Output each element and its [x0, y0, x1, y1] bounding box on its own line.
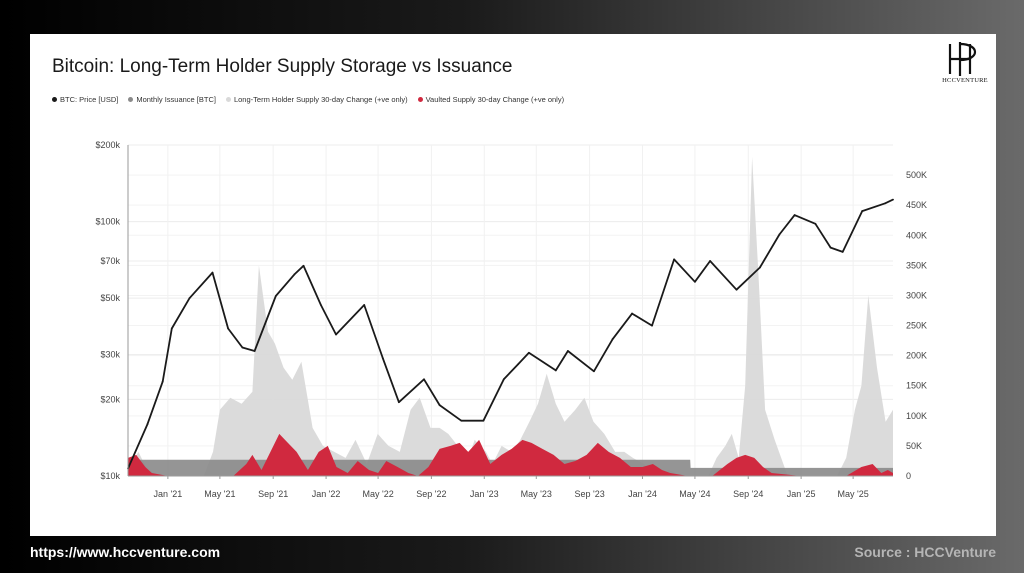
- logo-text: HCCVENTURE: [942, 77, 988, 84]
- price-point: [709, 260, 711, 262]
- price-point: [423, 378, 425, 381]
- legend-swatch: [128, 97, 134, 102]
- legend-item[interactable]: Vaulted Supply 30-day Change (+ve only): [417, 95, 565, 104]
- x-tick-label: Jan '21: [154, 489, 183, 499]
- price-point: [274, 295, 277, 297]
- price-point: [892, 198, 894, 201]
- legend-label: Monthly Issuance [BTC]: [136, 95, 216, 104]
- price-point: [253, 350, 256, 352]
- y-right-tick-label: 50K: [906, 441, 922, 451]
- x-tick-label: May '25: [838, 489, 869, 499]
- price-point: [814, 222, 817, 225]
- price-point: [146, 423, 149, 425]
- y-left-tick-label: $70k: [100, 256, 120, 266]
- x-tick-label: May '22: [362, 489, 393, 499]
- price-point: [319, 304, 322, 306]
- x-tick-label: Jan '22: [312, 489, 341, 499]
- y-right-tick-label: 300K: [906, 290, 927, 300]
- y-left-tick-label: $20k: [100, 394, 120, 404]
- price-point: [397, 401, 400, 404]
- x-tick-label: Sep '21: [258, 489, 288, 499]
- price-point: [170, 327, 173, 330]
- hcc-logo: HCCVENTURE: [936, 40, 996, 90]
- price-point: [611, 338, 614, 341]
- x-tick-label: Sep '24: [733, 489, 763, 499]
- legend-swatch: [225, 97, 231, 102]
- price-point: [735, 288, 738, 291]
- vaulted-supply-area: [128, 433, 893, 476]
- y-left-tick-label: $200k: [95, 140, 120, 150]
- price-point: [884, 202, 887, 205]
- price-point: [554, 369, 557, 372]
- y-right-tick-label: 100K: [906, 411, 927, 421]
- legend-item[interactable]: BTC: Price [USD]: [52, 95, 118, 104]
- price-point: [528, 351, 530, 354]
- price-point: [482, 419, 485, 422]
- price-point: [793, 214, 796, 217]
- price-point: [673, 258, 676, 261]
- price-point: [335, 333, 337, 336]
- x-tick-label: Sep '23: [574, 489, 604, 499]
- price-point: [651, 324, 653, 327]
- price-point: [438, 404, 441, 406]
- price-point: [694, 280, 696, 283]
- x-tick-label: Jan '23: [470, 489, 499, 499]
- y-right-tick-label: 350K: [906, 260, 927, 270]
- price-point: [363, 304, 366, 306]
- price-point: [293, 273, 296, 276]
- price-point: [460, 419, 463, 422]
- price-point: [841, 251, 844, 253]
- chart-card: Bitcoin: Long-Term Holder Supply Storage…: [30, 34, 996, 536]
- legend-swatch: [52, 97, 57, 102]
- price-point: [861, 210, 864, 212]
- legend-swatch: [417, 97, 423, 102]
- y-left-tick-label: $30k: [100, 350, 120, 360]
- chart-title: Bitcoin: Long-Term Holder Supply Storage…: [52, 56, 513, 77]
- y-right-tick-label: 200K: [906, 351, 927, 361]
- x-tick-label: May '21: [204, 489, 235, 499]
- x-tick-label: Sep '22: [416, 489, 446, 499]
- price-point: [759, 266, 761, 269]
- price-point: [161, 380, 164, 383]
- price-point: [567, 350, 569, 352]
- legend-item[interactable]: Long-Term Holder Supply 30-day Change (+…: [225, 95, 408, 104]
- x-tick-label: May '24: [679, 489, 710, 499]
- y-right-tick-label: 450K: [906, 200, 927, 210]
- x-tick-label: Jan '25: [787, 489, 816, 499]
- price-point: [241, 346, 244, 349]
- price-point: [302, 264, 305, 267]
- y-left-tick-label: $10k: [100, 471, 120, 481]
- legend: BTC: Price [USD] Monthly Issuance [BTC] Lo…: [52, 95, 564, 104]
- price-point: [188, 297, 191, 300]
- price-point: [593, 370, 595, 373]
- price-point: [381, 357, 384, 360]
- footer-url[interactable]: https://www.hccventure.com: [30, 544, 221, 560]
- price-point: [778, 233, 781, 236]
- x-tick-label: Jan '24: [628, 489, 657, 499]
- price-point: [227, 327, 230, 330]
- legend-label: BTC: Price [USD]: [60, 95, 119, 104]
- legend-item[interactable]: Monthly Issuance [BTC]: [128, 95, 216, 104]
- y-right-tick-label: 400K: [906, 230, 927, 240]
- price-point: [517, 363, 519, 366]
- x-tick-label: May '23: [521, 489, 552, 499]
- legend-label: Vaulted Supply 30-day Change (+ve only): [425, 95, 565, 104]
- y-right-tick-label: 500K: [906, 170, 927, 180]
- y-left-tick-label: $50k: [100, 293, 120, 303]
- price-point: [502, 378, 505, 381]
- y-right-tick-label: 250K: [906, 321, 927, 331]
- chart-svg: $10k $20k $30k $50k $70k $100k $200k 0 50K 100K 15…: [95, 140, 927, 499]
- hcc-monogram-icon: [948, 42, 977, 76]
- price-point: [631, 312, 633, 315]
- price-point: [211, 271, 214, 274]
- y-right-tick-label: 0: [906, 471, 911, 481]
- footer-source: Source : HCCVenture: [854, 544, 996, 560]
- y-left-tick-label: $100k: [95, 217, 120, 227]
- legend-label: Long-Term Holder Supply 30-day Change (+…: [233, 95, 408, 104]
- price-point: [829, 246, 832, 249]
- y-right-tick-label: 150K: [906, 381, 927, 391]
